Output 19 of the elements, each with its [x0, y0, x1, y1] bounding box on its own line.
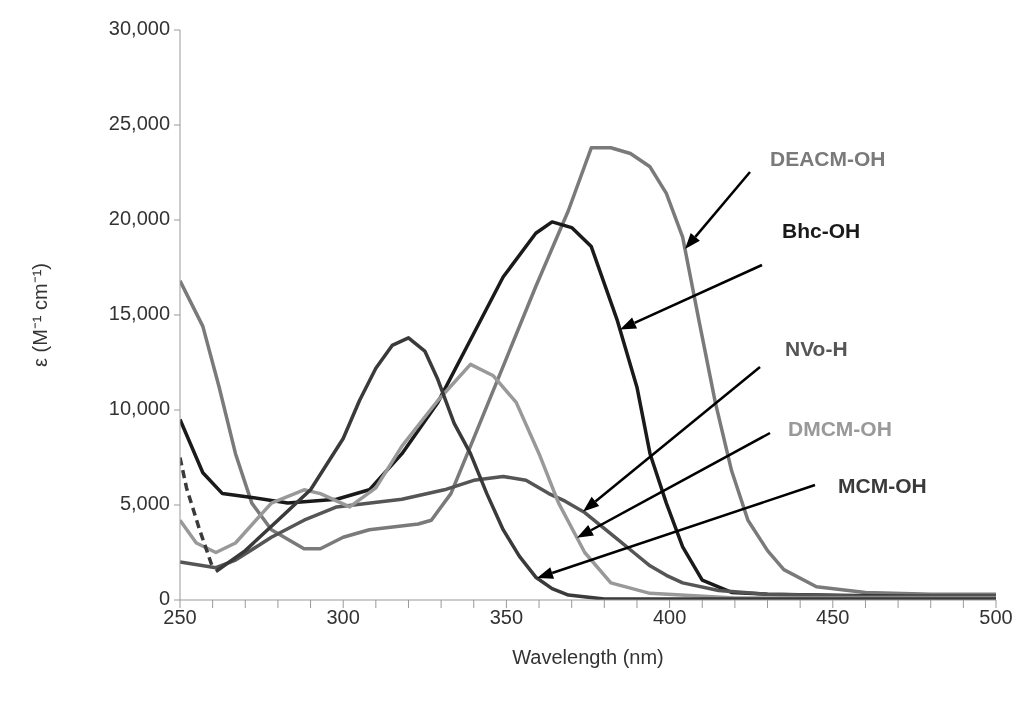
text: DEACM-OH — [770, 146, 886, 170]
x-tick-label: 450 — [816, 606, 850, 629]
text: MCM-OH — [838, 473, 927, 497]
text: Bhc-OH — [782, 218, 861, 242]
text: DMCM-OH — [788, 416, 892, 440]
x-tick-label: 350 — [489, 606, 524, 629]
y-tick-label: 20,000 — [108, 207, 170, 230]
y-tick-label: 30,000 — [108, 17, 170, 40]
x-tick-label: 400 — [652, 606, 687, 629]
line-series — [180, 146, 996, 597]
y-tick-label: 25,000 — [108, 112, 170, 135]
x-tick-label: 500 — [979, 606, 1013, 629]
x-tick-label: 300 — [326, 606, 360, 629]
text: NVo-H — [785, 336, 848, 360]
y-tick-label: 15,000 — [108, 302, 170, 325]
y-tick-label: 10,000 — [108, 397, 170, 420]
y-axis-title: ε (M⁻¹ cm⁻¹) — [29, 263, 52, 367]
x-axis-title: Wavelength (nm) — [512, 646, 664, 668]
y-tick-label: 5,000 — [119, 492, 170, 515]
